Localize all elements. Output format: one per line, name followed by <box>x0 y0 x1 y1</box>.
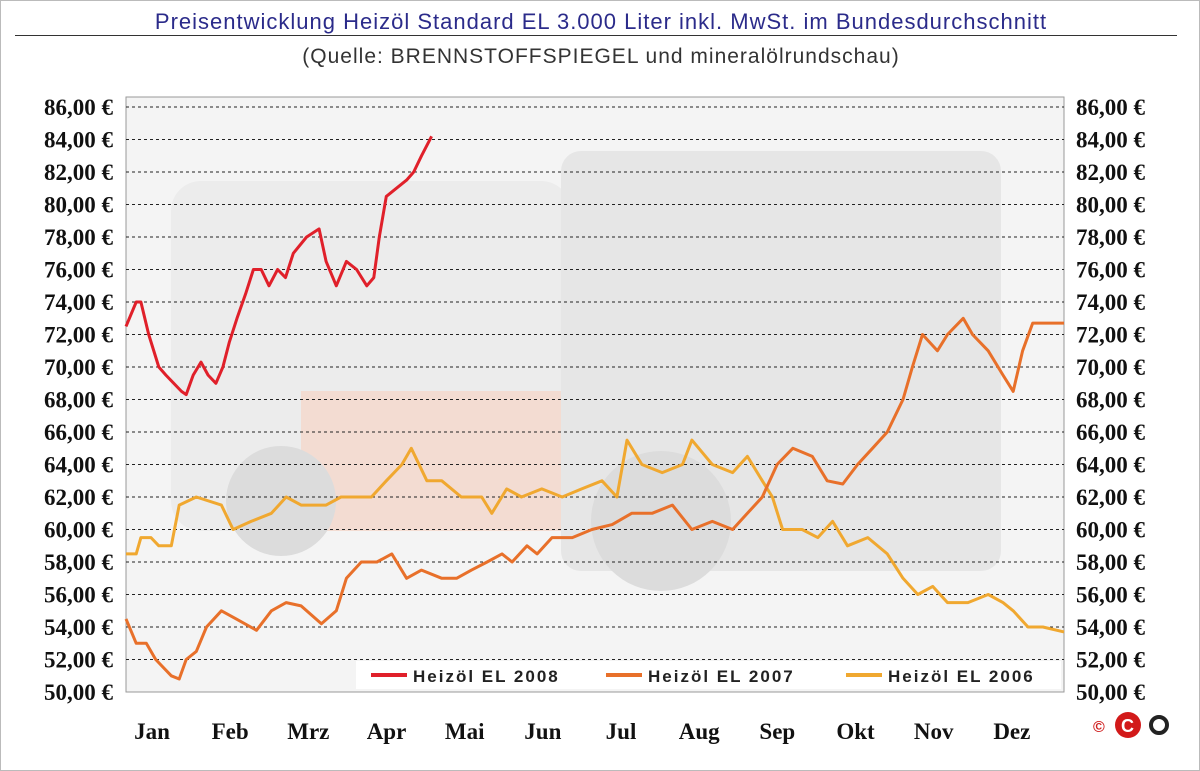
y-tick-label-right: 78,00 € <box>1076 225 1146 250</box>
y-tick-label-left: 78,00 € <box>44 225 114 250</box>
x-tick-label-mrz: Mrz <box>287 719 329 744</box>
y-tick-label-right: 60,00 € <box>1076 518 1146 543</box>
title-underline <box>15 35 1177 36</box>
y-tick-label-right: 66,00 € <box>1076 420 1146 445</box>
y-tick-label-right: 50,00 € <box>1076 680 1146 705</box>
chart-subtitle: (Quelle: BRENNSTOFFSPIEGEL und mineralöl… <box>302 45 900 68</box>
legend-label: Heizöl EL 2006 <box>888 667 1035 686</box>
y-tick-label-left: 56,00 € <box>44 583 114 608</box>
logo-text: C <box>1121 716 1134 736</box>
y-tick-label-left: 58,00 € <box>44 550 114 575</box>
series-line-2007 <box>124 316 1064 681</box>
legend-label: Heizöl EL 2008 <box>413 667 560 686</box>
y-tick-label-left: 68,00 € <box>44 388 114 413</box>
ceto-logo: © C <box>1093 712 1169 738</box>
x-tick-label-apr: Apr <box>367 719 407 744</box>
x-tick-label-feb: Feb <box>212 719 249 744</box>
y-tick-label-right: 72,00 € <box>1076 323 1146 348</box>
y-tick-label-left: 60,00 € <box>44 518 114 543</box>
logo-o <box>1149 715 1169 735</box>
x-tick-label-jul: Jul <box>606 719 637 744</box>
y-tick-label-right: 70,00 € <box>1076 355 1146 380</box>
y-tick-label-left: 86,00 € <box>44 95 114 120</box>
copyright-symbol: © <box>1093 719 1105 736</box>
y-tick-label-left: 52,00 € <box>44 648 114 673</box>
y-tick-label-right: 76,00 € <box>1076 258 1146 283</box>
y-tick-label-left: 64,00 € <box>44 453 114 478</box>
y-tick-label-left: 62,00 € <box>44 485 114 510</box>
y-tick-label-right: 58,00 € <box>1076 550 1146 575</box>
x-tick-label-jan: Jan <box>134 719 170 744</box>
logo-mark <box>1115 712 1141 738</box>
y-tick-label-right: 74,00 € <box>1076 290 1146 315</box>
y-tick-label-right: 64,00 € <box>1076 453 1146 478</box>
x-tick-label-mai: Mai <box>445 719 485 744</box>
y-tick-label-left: 82,00 € <box>44 160 114 185</box>
legend-box <box>356 661 1061 689</box>
y-tick-label-right: 52,00 € <box>1076 648 1146 673</box>
chart-title: Preisentwicklung Heizöl Standard EL 3.00… <box>154 9 1048 34</box>
y-tick-label-right: 86,00 € <box>1076 95 1146 120</box>
y-tick-label-right: 62,00 € <box>1076 485 1146 510</box>
truck-stripe-bg <box>301 391 561 531</box>
x-tick-label-jun: Jun <box>524 719 561 744</box>
legend-label: Heizöl EL 2007 <box>648 667 795 686</box>
y-tick-label-right: 54,00 € <box>1076 615 1146 640</box>
y-tick-label-right: 84,00 € <box>1076 128 1146 153</box>
y-tick-label-right: 56,00 € <box>1076 583 1146 608</box>
x-tick-label-aug: Aug <box>679 719 720 744</box>
y-tick-label-left: 72,00 € <box>44 323 114 348</box>
y-tick-label-right: 80,00 € <box>1076 193 1146 218</box>
y-tick-label-left: 84,00 € <box>44 128 114 153</box>
x-tick-label-nov: Nov <box>914 719 954 744</box>
series-line-2008 <box>124 135 433 397</box>
y-tick-label-right: 82,00 € <box>1076 160 1146 185</box>
y-tick-label-left: 76,00 € <box>44 258 114 283</box>
y-tick-label-left: 70,00 € <box>44 355 114 380</box>
y-tick-label-left: 66,00 € <box>44 420 114 445</box>
y-tick-label-right: 68,00 € <box>1076 388 1146 413</box>
legend: Heizöl EL 2008 Heizöl EL 2007 Heizöl EL 20… <box>356 661 1061 689</box>
series-line-2006 <box>126 438 1065 634</box>
x-tick-label-okt: Okt <box>836 719 875 744</box>
truck-wheel-bg <box>591 451 731 591</box>
y-tick-label-left: 54,00 € <box>44 615 114 640</box>
x-tick-label-sep: Sep <box>759 719 795 744</box>
y-tick-label-left: 74,00 € <box>44 290 114 315</box>
y-tick-label-left: 80,00 € <box>44 193 114 218</box>
x-tick-label-dez: Dez <box>993 719 1030 744</box>
y-tick-label-left: 50,00 € <box>44 680 114 705</box>
